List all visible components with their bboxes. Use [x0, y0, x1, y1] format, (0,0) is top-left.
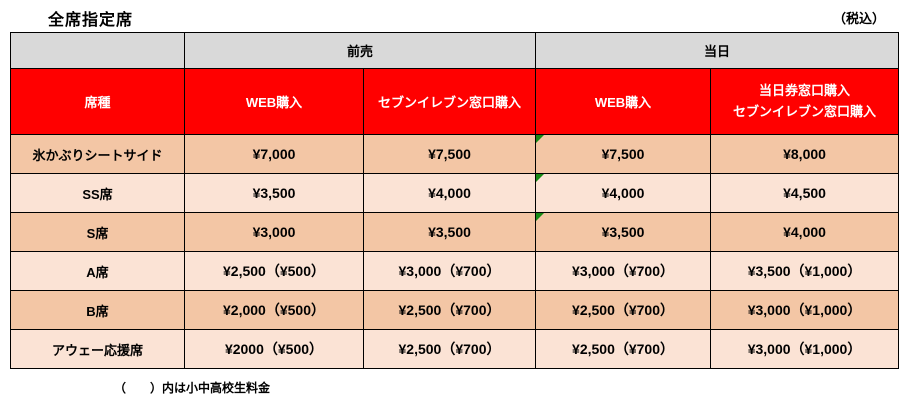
column-header-row: 席種 WEB購入 セブンイレブン窓口購入 WEB購入 当日券窓口購入 セブンイレ… [10, 68, 900, 135]
price-cell: ¥2,500（¥700） [362, 290, 537, 330]
price-cell: ¥3,000（¥700） [362, 251, 537, 291]
table-row: A席 ¥2,500（¥500） ¥3,000（¥700） ¥3,000（¥700… [10, 251, 900, 291]
price-value: ¥3,500 [601, 224, 645, 240]
price-table: 前売 当日 席種 WEB購入 セブンイレブン窓口購入 WEB購入 当日券窓口購入… [10, 32, 900, 369]
price-cell: ¥3,500（¥1,000） [710, 251, 900, 291]
seat-name: SS席 [10, 173, 185, 213]
price-value: ¥7,500 [601, 146, 645, 162]
tax-included-note: （税込） [832, 11, 885, 26]
price-cell: ¥4,000 [535, 173, 712, 213]
seat-name: S席 [10, 212, 185, 252]
group-header-empty [10, 32, 185, 69]
price-cell: ¥7,500 [362, 134, 537, 174]
col-header-seat-type: 席種 [10, 68, 185, 135]
comment-marker-icon [536, 174, 545, 182]
price-cell: ¥3,500 [362, 212, 537, 252]
price-cell: ¥3,000（¥1,000） [710, 290, 900, 330]
price-cell: ¥2,500（¥700） [535, 290, 712, 330]
comment-marker-icon [536, 135, 545, 143]
price-cell: ¥3,500 [184, 173, 364, 213]
price-cell: ¥4,000 [710, 212, 900, 252]
price-cell: ¥4,500 [710, 173, 900, 213]
price-value: ¥4,000 [601, 185, 645, 201]
group-header-row: 前売 当日 [10, 32, 900, 69]
group-header-advance-sale: 前売 [183, 32, 537, 69]
table-row: 氷かぶりシートサイド ¥7,000 ¥7,500 ¥7,500 ¥8,000 [10, 134, 900, 174]
table-row: S席 ¥3,000 ¥3,500 ¥3,500 ¥4,000 [10, 212, 900, 252]
group-header-same-day: 当日 [535, 32, 900, 69]
footnote: （ ）内は小中高校生料金 [114, 381, 271, 395]
price-cell: ¥3,000（¥700） [535, 251, 712, 291]
price-cell: ¥8,000 [710, 134, 900, 174]
comment-marker-icon [536, 213, 545, 221]
price-cell: ¥3,000 [184, 212, 364, 252]
table-row: B席 ¥2,000（¥500） ¥2,500（¥700） ¥2,500（¥700… [10, 290, 900, 330]
page-title: 全席指定席 [48, 12, 134, 29]
seat-name: アウェー応援席 [10, 329, 185, 369]
price-cell: ¥3,000（¥1,000） [710, 329, 900, 369]
col-header-advance-web: WEB購入 [184, 68, 364, 135]
seat-name: B席 [10, 290, 185, 330]
table-row: SS席 ¥3,500 ¥4,000 ¥4,000 ¥4,500 [10, 173, 900, 213]
price-cell: ¥2,500（¥700） [535, 329, 712, 369]
price-cell: ¥2,500（¥700） [362, 329, 537, 369]
seat-name: A席 [10, 251, 185, 291]
price-cell: ¥4,000 [362, 173, 537, 213]
col-header-sameday-web: WEB購入 [535, 68, 712, 135]
price-cell: ¥3,500 [535, 212, 712, 252]
col-header-sameday-window: 当日券窓口購入 セブンイレブン窓口購入 [710, 68, 900, 135]
table-row: アウェー応援席 ¥2000（¥500） ¥2,500（¥700） ¥2,500（… [10, 329, 900, 369]
price-cell: ¥2000（¥500） [184, 329, 364, 369]
seat-name: 氷かぶりシートサイド [10, 134, 185, 174]
price-cell: ¥2,500（¥500） [184, 251, 364, 291]
price-cell: ¥2,000（¥500） [184, 290, 364, 330]
price-cell: ¥7,000 [184, 134, 364, 174]
col-header-advance-seveneleven: セブンイレブン窓口購入 [362, 68, 537, 135]
price-cell: ¥7,500 [535, 134, 712, 174]
